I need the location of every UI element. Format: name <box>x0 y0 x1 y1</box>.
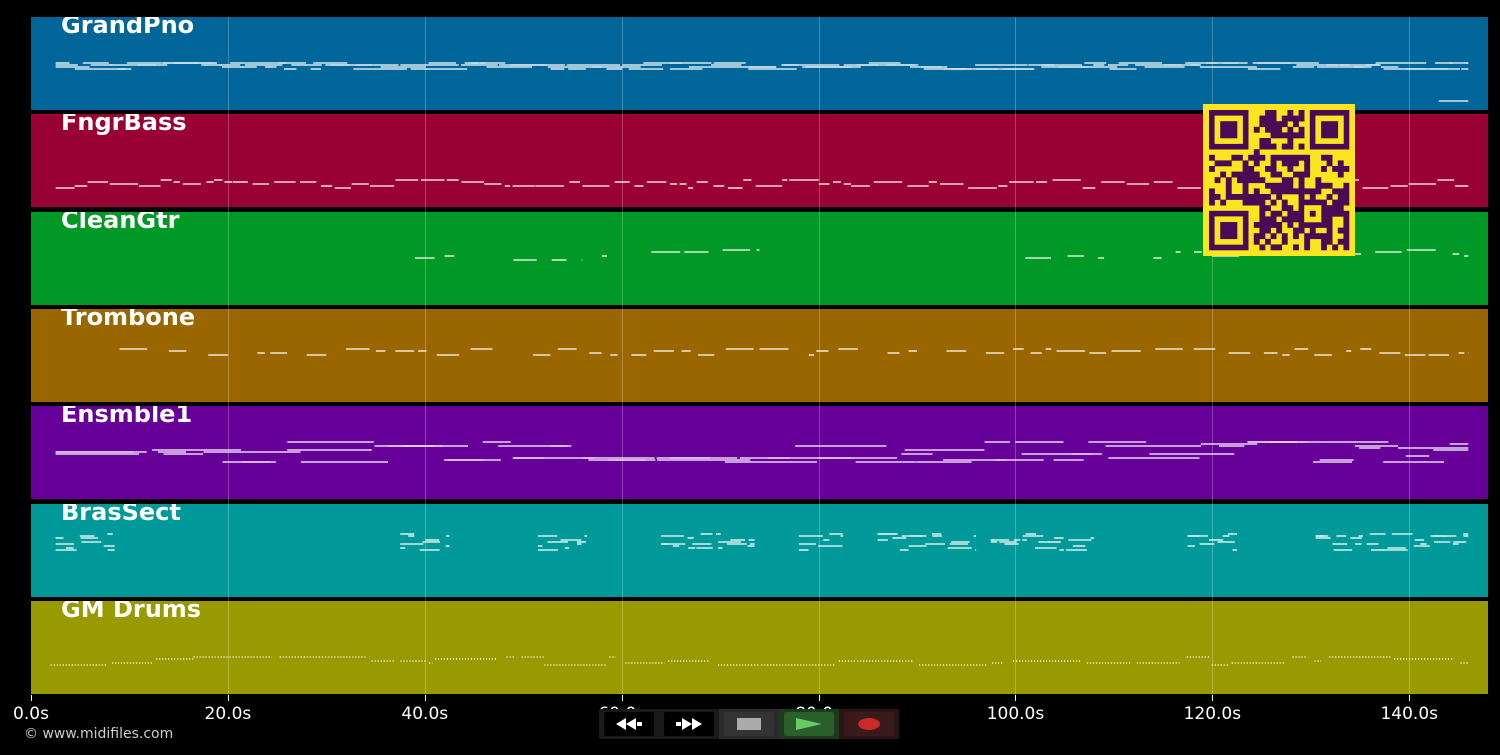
note-roll <box>55 62 1469 102</box>
play-button[interactable] <box>779 709 839 739</box>
axis-tick-label: 20.0s <box>204 704 252 724</box>
axis-tick <box>818 695 820 701</box>
track-name: Ensmble1 <box>61 406 193 429</box>
qr-code-image <box>1209 110 1350 251</box>
copyright-text: © www.midifiles.com <box>24 726 174 742</box>
stop-icon <box>737 718 761 730</box>
track-name: Trombone <box>61 308 196 331</box>
axis-tick-label: 0.0s <box>13 704 49 724</box>
note-roll <box>55 179 1469 189</box>
track-lane[interactable]: GrandPno <box>31 17 1488 110</box>
note-roll <box>50 656 1469 666</box>
rewind-icon <box>616 718 642 730</box>
track-lane[interactable]: Ensmble1 <box>31 406 1488 500</box>
track-lane[interactable]: Trombone <box>31 308 1488 402</box>
note-roll <box>55 441 1469 463</box>
axis-tick <box>1212 695 1214 701</box>
track-lane[interactable]: GM Drums <box>31 600 1488 694</box>
note-roll <box>119 348 1469 356</box>
stop-button[interactable] <box>719 709 779 739</box>
note-roll <box>55 532 1469 551</box>
axis-tick-label: 120.0s <box>1183 704 1242 724</box>
track-name: GrandPno <box>61 17 195 39</box>
axis-tick <box>1015 695 1017 701</box>
axis-tick-label: 100.0s <box>986 704 1045 724</box>
play-icon <box>796 718 822 730</box>
axis-tick-label: 140.0s <box>1380 704 1438 724</box>
axis-tick <box>31 695 32 701</box>
axis-tick <box>1409 695 1411 701</box>
qr-code <box>1203 104 1355 256</box>
rewind-button[interactable] <box>599 709 659 739</box>
axis-tick <box>424 695 426 701</box>
track-name: FngrBass <box>61 114 187 137</box>
fast-forward-button[interactable] <box>659 709 719 739</box>
fast-forward-icon <box>676 718 702 730</box>
axis-tick <box>227 695 229 701</box>
track-lane[interactable]: BrasSect <box>31 503 1488 597</box>
axis-tick-label: 40.0s <box>401 704 449 724</box>
axis-tick <box>621 695 623 701</box>
track-name: BrasSect <box>61 503 181 526</box>
record-icon <box>858 718 880 730</box>
transport-controls <box>599 709 901 739</box>
track-name: GM Drums <box>61 600 202 623</box>
record-button[interactable] <box>839 709 899 739</box>
track-name: CleanGtr <box>61 211 180 234</box>
